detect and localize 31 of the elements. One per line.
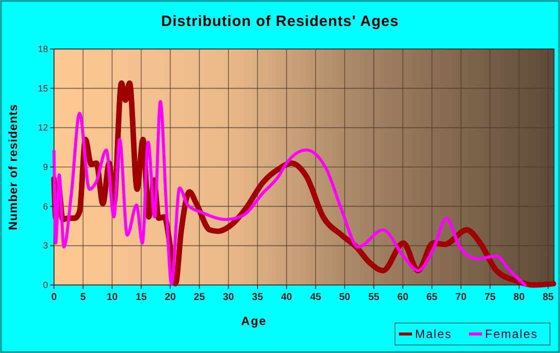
- legend-label: Females: [485, 327, 538, 341]
- x-tick-label: 55: [368, 292, 380, 303]
- x-tick-label: 80: [514, 292, 526, 303]
- x-tick-label: 10: [106, 292, 118, 303]
- x-tick-label: 50: [339, 292, 351, 303]
- y-tick-label: 0: [42, 280, 48, 290]
- legend-label: Males: [415, 327, 452, 341]
- y-tick-label: 9: [42, 162, 48, 172]
- x-tick-label: 25: [194, 292, 206, 303]
- chart-title: Distribution of Residents' Ages: [161, 13, 399, 30]
- x-tick-label: 85: [542, 292, 554, 303]
- x-tick-label: 40: [280, 292, 293, 303]
- x-tick-label: 60: [397, 292, 409, 303]
- y-tick-label: 6: [42, 201, 48, 212]
- x-axis-title: Age: [241, 314, 267, 328]
- line-series: [52, 100, 526, 286]
- x-tick-label: 45: [310, 292, 322, 303]
- x-tick-label: 65: [426, 292, 438, 303]
- y-tick-label: 3: [42, 240, 48, 251]
- x-tick-label: 70: [455, 292, 467, 303]
- x-tick-label: 5: [80, 292, 86, 303]
- x-tick-label: 35: [252, 292, 264, 303]
- x-tick-label: 75: [484, 292, 496, 303]
- y-axis-title: Number of residents: [6, 104, 20, 230]
- x-tick-label: 30: [222, 292, 234, 303]
- y-tick-label: 15: [38, 83, 48, 94]
- x-tick-label: 20: [164, 292, 176, 303]
- x-tick-label: 15: [136, 292, 148, 303]
- y-tick-label: 18: [38, 44, 48, 54]
- y-tick-label: 12: [38, 122, 48, 133]
- x-tick-label: 0: [51, 292, 58, 303]
